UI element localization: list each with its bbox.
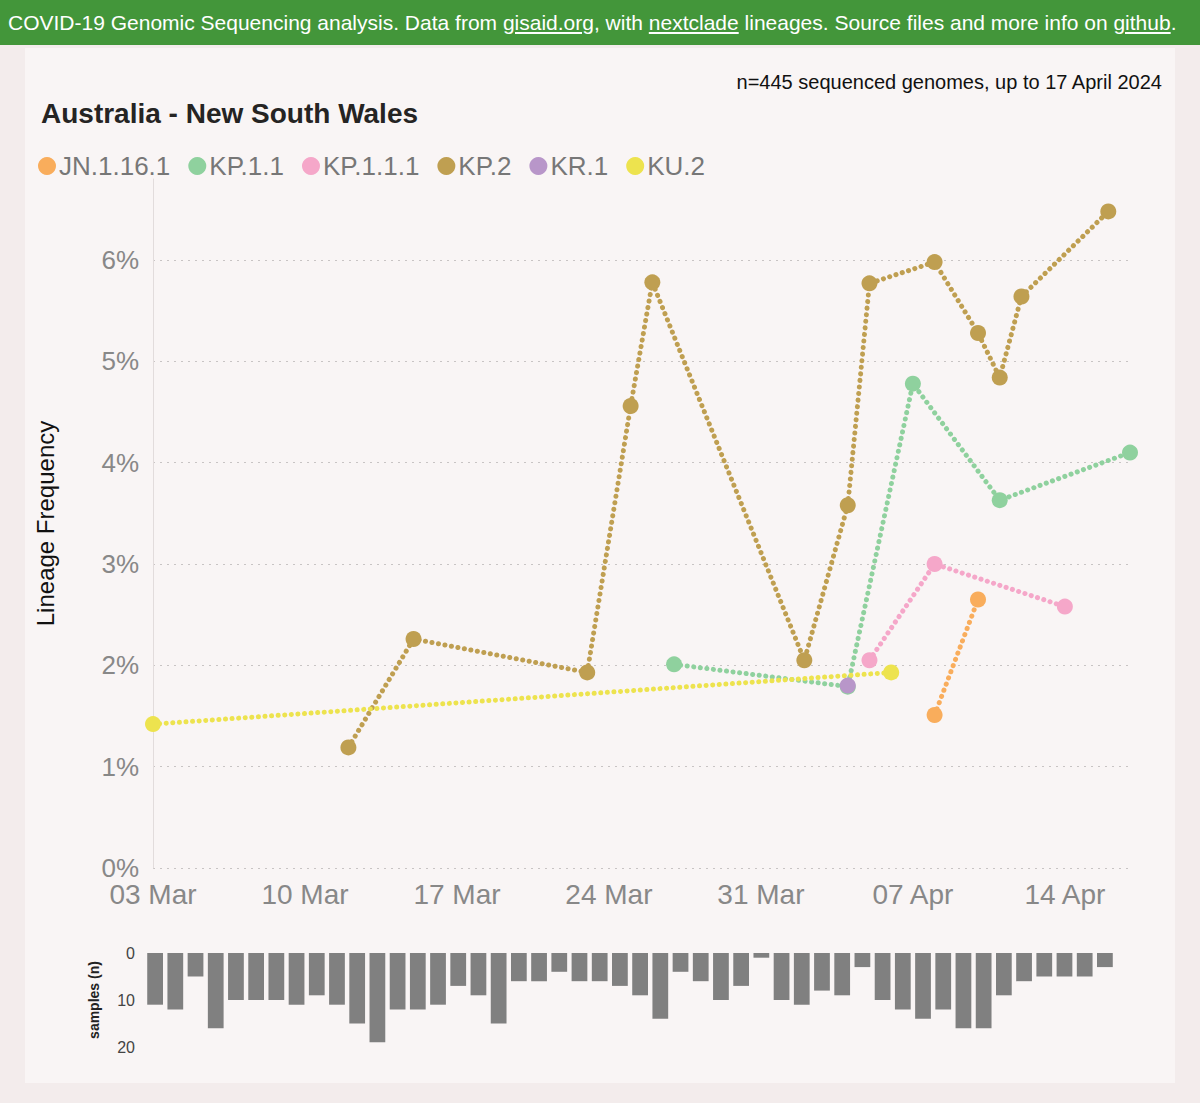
svg-text:KU.2: KU.2 bbox=[647, 151, 705, 181]
svg-text:n=445 sequenced genomes, up to: n=445 sequenced genomes, up to 17 April … bbox=[737, 71, 1162, 93]
svg-text:14 Apr: 14 Apr bbox=[1024, 879, 1105, 910]
svg-text:20: 20 bbox=[117, 1039, 135, 1056]
svg-text:07 Apr: 07 Apr bbox=[872, 879, 953, 910]
svg-text:JN.1.16.1: JN.1.16.1 bbox=[59, 151, 170, 181]
svg-text:03 Mar: 03 Mar bbox=[109, 879, 196, 910]
svg-text:24 Mar: 24 Mar bbox=[565, 879, 652, 910]
svg-text:10 Mar: 10 Mar bbox=[261, 879, 348, 910]
svg-text:4%: 4% bbox=[101, 448, 139, 478]
svg-text:6%: 6% bbox=[101, 245, 139, 275]
svg-text:31 Mar: 31 Mar bbox=[717, 879, 804, 910]
svg-text:KR.1: KR.1 bbox=[550, 151, 608, 181]
svg-text:1%: 1% bbox=[101, 752, 139, 782]
svg-text:0%: 0% bbox=[101, 853, 139, 883]
svg-text:KP.1.1.1: KP.1.1.1 bbox=[323, 151, 419, 181]
svg-text:KP.1.1: KP.1.1 bbox=[209, 151, 284, 181]
svg-text:samples (n): samples (n) bbox=[86, 961, 102, 1039]
svg-text:10: 10 bbox=[117, 992, 135, 1009]
svg-text:2%: 2% bbox=[101, 650, 139, 680]
svg-text:17 Mar: 17 Mar bbox=[413, 879, 500, 910]
svg-text:5%: 5% bbox=[101, 346, 139, 376]
svg-text:KP.2: KP.2 bbox=[458, 151, 511, 181]
svg-text:Australia - New South Wales: Australia - New South Wales bbox=[41, 98, 418, 129]
svg-text:3%: 3% bbox=[101, 549, 139, 579]
html-text:COVID-19 Genomic Sequencing an: COVID-19 Genomic Sequencing analysis. Da… bbox=[8, 11, 1177, 34]
svg-text:Lineage Frequency: Lineage Frequency bbox=[32, 421, 59, 626]
svg-text:0: 0 bbox=[126, 945, 135, 962]
